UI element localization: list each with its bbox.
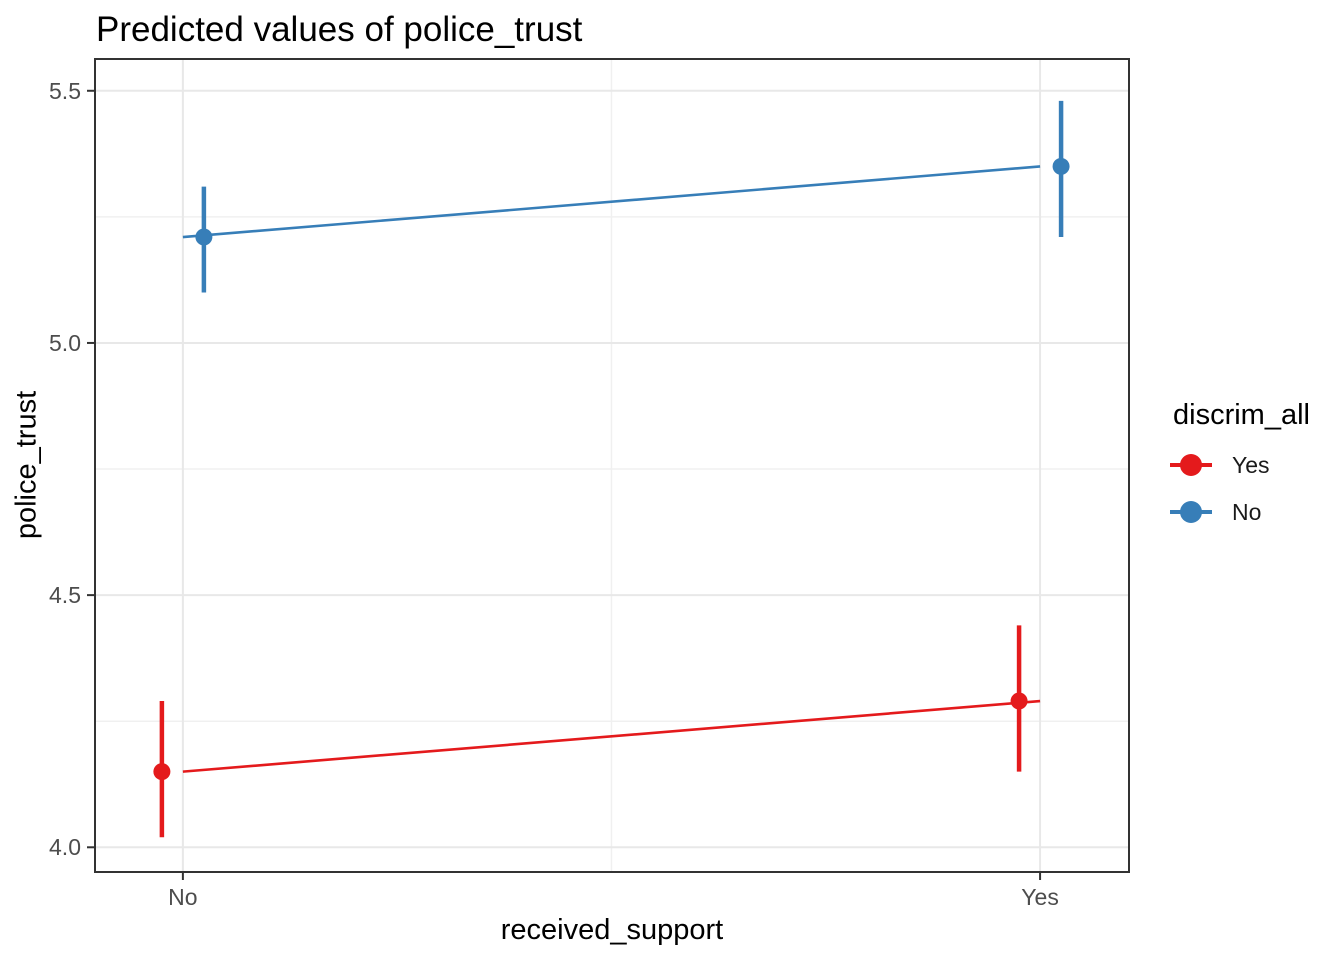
legend-key-icon	[1170, 454, 1212, 476]
legend-item-label: Yes	[1232, 451, 1270, 478]
data-point	[1052, 157, 1070, 175]
legend-title: discrim_all	[1173, 399, 1310, 431]
legend-item: Yes	[1168, 448, 1310, 482]
panel-border	[94, 58, 1130, 873]
y-tick-label: 4.0	[49, 834, 81, 861]
x-axis-title: received_support	[500, 914, 724, 946]
legend: discrim_all Yes No	[1168, 399, 1310, 542]
data-point	[1010, 692, 1028, 710]
y-tick-label: 4.5	[49, 582, 81, 609]
data-point	[153, 763, 171, 781]
chart-title: Predicted values of police_trust	[96, 10, 583, 49]
x-tick-label: Yes	[1021, 884, 1059, 910]
data-point	[195, 228, 213, 246]
trend-line	[182, 699, 1041, 773]
x-tick-label: No	[168, 884, 198, 910]
legend-key-icon	[1170, 501, 1212, 523]
y-tick-label: 5.0	[49, 329, 81, 356]
trend-line	[182, 165, 1041, 239]
legend-item-label: No	[1232, 498, 1262, 525]
legend-item: No	[1168, 495, 1310, 529]
y-tick-label: 5.5	[49, 77, 81, 104]
